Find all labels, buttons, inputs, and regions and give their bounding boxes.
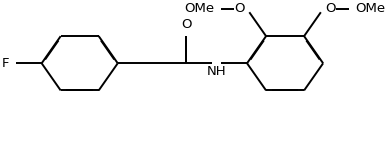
Text: NH: NH [207, 65, 227, 78]
Text: OMe: OMe [356, 3, 386, 15]
Text: F: F [2, 57, 9, 70]
Text: OMe: OMe [185, 3, 215, 15]
Text: O: O [181, 17, 191, 31]
Text: O: O [235, 3, 245, 15]
Text: O: O [325, 3, 336, 15]
